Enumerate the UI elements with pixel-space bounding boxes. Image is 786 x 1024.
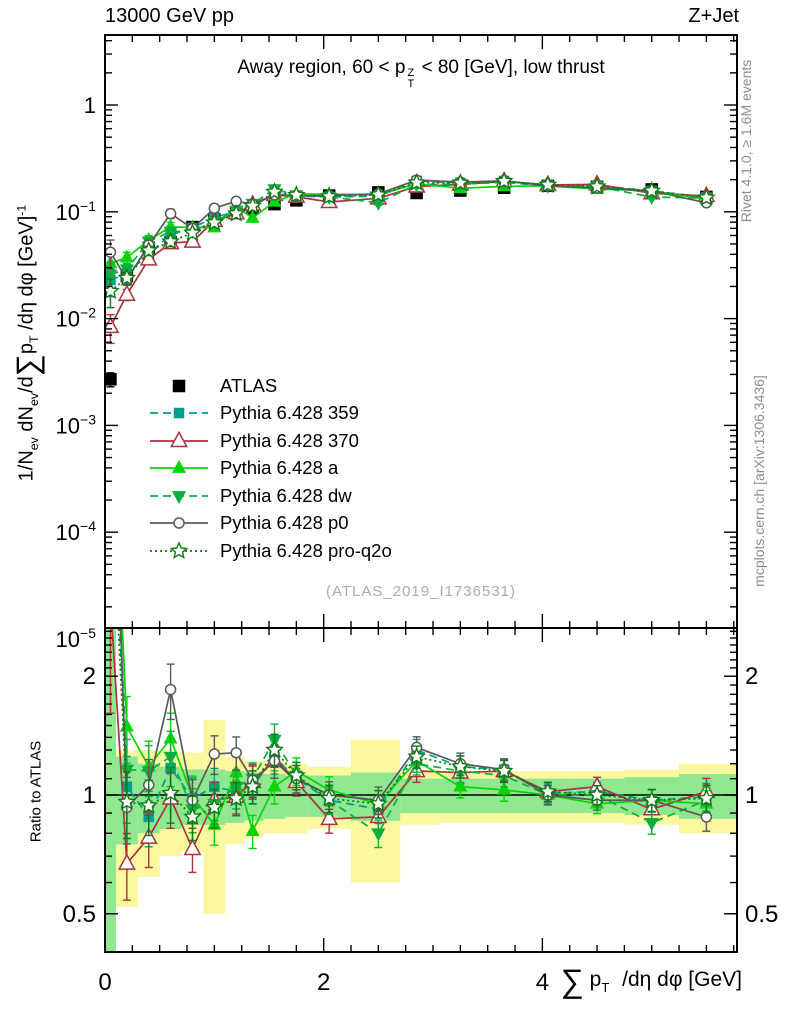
ratio-uncertainty-bands — [105, 628, 737, 952]
svg-text:1: 1 — [745, 782, 758, 809]
legend-label: Pythia 6.428 p0 — [220, 512, 349, 534]
legend-item-pythia-6-428-p0: Pythia 6.428 p0 — [148, 510, 392, 538]
series-atlas-main — [105, 179, 713, 388]
stack-sup: Z — [407, 67, 415, 79]
svg-text:0: 0 — [98, 969, 111, 996]
legend-item-pythia-6-428-a: Pythia 6.428 a — [148, 455, 392, 483]
legend-item-atlas: ATLAS — [148, 372, 392, 400]
svg-text:10−2: 10−2 — [56, 305, 97, 332]
y-title-segment: /dη dφ [GeV] — [15, 215, 38, 336]
legend-swatch — [150, 540, 208, 559]
axis-ticks — [104, 35, 737, 952]
analysis-id-watermark: (ATLAS_2019_I1736531) — [325, 583, 516, 600]
sum-symbol: ∑ — [560, 963, 584, 999]
stack-sub: T — [407, 78, 415, 90]
series-pythia-6-428-pro-q2o-main — [105, 171, 716, 309]
svg-text:1: 1 — [83, 782, 96, 809]
process-label: Z+Jet — [688, 5, 739, 27]
series-pythia-6-428-370-main — [105, 171, 716, 345]
y-title-segment: p — [15, 342, 38, 355]
x-title-rest: /dη dφ [GeV] — [616, 968, 742, 992]
legend-item-pythia-6-428-370: Pythia 6.428 370 — [148, 427, 392, 455]
svg-text:1: 1 — [84, 93, 96, 118]
legend-item-pythia-6-428-pro-q2o: Pythia 6.428 pro-q2o — [148, 537, 392, 565]
legend-swatch — [150, 408, 208, 419]
rivet-version-note: Rivet 4.1.0, ≥ 1.6M events — [738, 59, 754, 223]
legend-label: Pythia 6.428 359 — [220, 402, 359, 424]
legend-swatch — [150, 490, 208, 504]
legend-swatch — [150, 460, 208, 474]
x-axis-title: ∑ pT /dη dφ [GeV] — [561, 963, 742, 1000]
legend-label: Pythia 6.428 a — [220, 457, 339, 479]
pt-symbol: p — [589, 968, 602, 992]
mcplots-reference-note: mcplots.cern.ch [arXiv:1306.3436] — [751, 375, 767, 587]
title-post: < 80 [GeV], low thrust — [416, 57, 605, 78]
y-title-segment: 1/N — [15, 450, 38, 482]
main-y-axis-title: 1/Nev dNev/d∑pT /dη dφ [GeV]-1 — [10, 43, 46, 643]
series-pythia-6-428-pro-q2o-ratio — [117, 628, 716, 842]
ratio-panel-frame — [104, 627, 738, 953]
legend-label: Pythia 6.428 dw — [220, 484, 352, 506]
svg-text:10−1: 10−1 — [56, 198, 97, 225]
legend-swatch — [172, 379, 186, 392]
legend-label: ATLAS — [220, 374, 278, 396]
svg-text:2: 2 — [745, 663, 758, 690]
svg-text:10−3: 10−3 — [56, 411, 97, 438]
pt-subscript: T — [601, 980, 610, 995]
legend-label: Pythia 6.428 pro-q2o — [220, 539, 392, 561]
legend: ATLAS Pythia 6.428 359 Pythia 6.428 370 Pyt… — [148, 372, 392, 565]
y-title-segment: -1 — [14, 204, 29, 216]
legend-swatch — [150, 430, 208, 448]
svg-text:2: 2 — [317, 969, 330, 996]
legend-swatch — [150, 517, 208, 529]
y-title-segment: /d — [15, 376, 38, 393]
svg-text:10−5: 10−5 — [56, 625, 97, 652]
legend-item-pythia-6-428-dw: Pythia 6.428 dw — [148, 482, 392, 510]
svg-text:0.5: 0.5 — [63, 901, 96, 928]
legend-item-pythia-6-428-359: Pythia 6.428 359 — [148, 400, 392, 428]
title-pre: Away region, 60 < p — [237, 57, 406, 78]
axis-tick-labels: 0 2 4 1 10−1 10−2 10−3 10−4 10−5 2 2 1 1 0.5 0.5 — [56, 93, 779, 996]
y-title-segment: ∑ — [10, 354, 45, 377]
beam-energy-label: 13000 GeV pp — [105, 5, 234, 27]
svg-text:2: 2 — [83, 663, 96, 690]
y-title-segment: dN — [15, 406, 38, 438]
y-title-segment: T — [27, 335, 41, 343]
legend-label: Pythia 6.428 370 — [220, 429, 359, 451]
y-title-segment: ev — [27, 392, 41, 406]
svg-text:10−4: 10−4 — [56, 518, 97, 545]
svg-text:4: 4 — [536, 969, 549, 996]
ratio-y-axis-title: Ratio to ATLAS — [27, 740, 45, 843]
y-title-segment: ev — [27, 437, 41, 451]
svg-text:0.5: 0.5 — [745, 901, 778, 928]
